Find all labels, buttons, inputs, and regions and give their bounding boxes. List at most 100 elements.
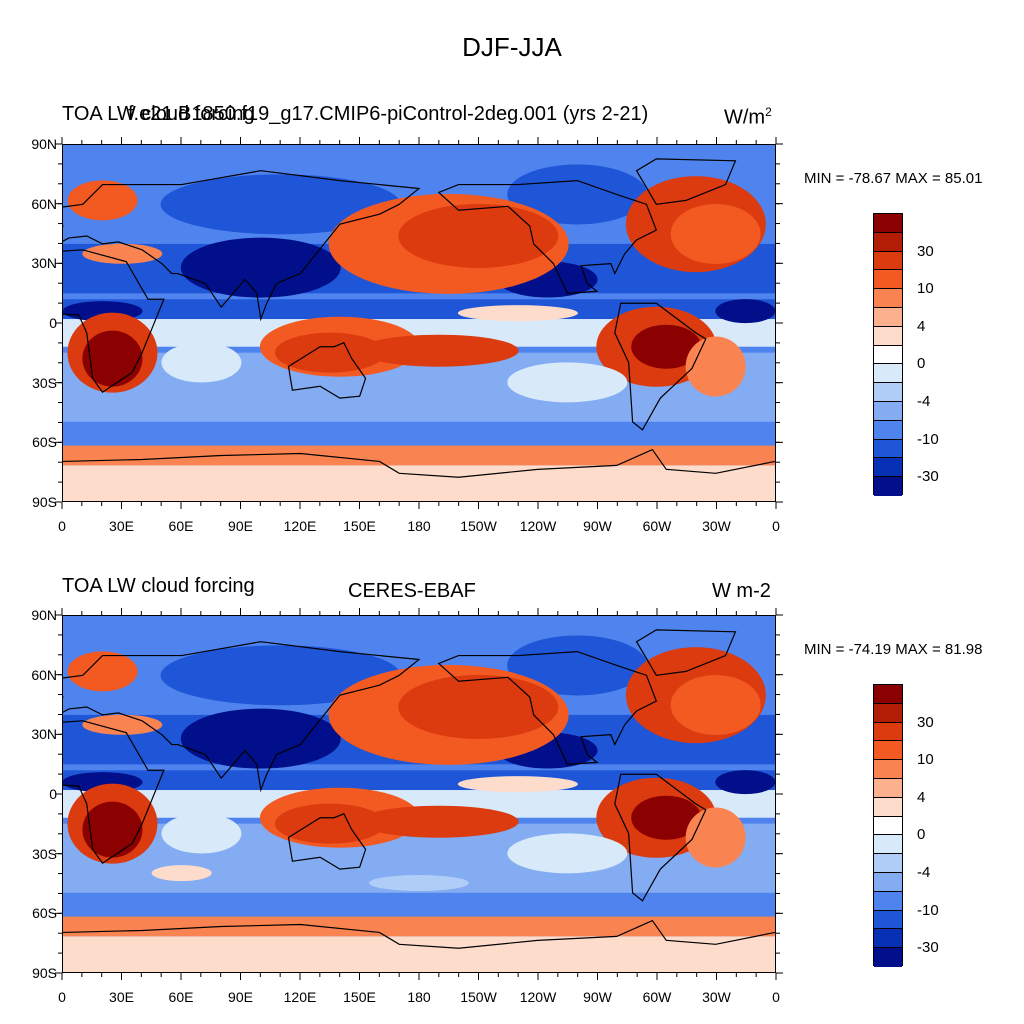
lat-tick-label: 60S — [32, 905, 57, 922]
lon-tick-label: 120W — [519, 989, 557, 1005]
coastline — [635, 158, 737, 205]
colorbar-swatch — [874, 270, 902, 290]
field-region — [180, 708, 341, 769]
field-region — [715, 770, 775, 795]
lat-tick-label: 60N — [31, 195, 57, 212]
colorbar-swatch — [874, 214, 902, 233]
colorbar-swatch — [874, 289, 902, 308]
field-band — [63, 445, 775, 466]
lon-tick-label: 120E — [283, 989, 317, 1005]
colorbar-label: -4 — [917, 864, 931, 881]
lon-tick-label: 90W — [583, 518, 612, 534]
colorbar-swatch — [874, 948, 902, 967]
lon-tick-label: 120E — [283, 518, 317, 534]
field-region — [275, 803, 385, 844]
colorbar-swatch — [874, 326, 902, 346]
lon-tick-label: 0 — [58, 989, 66, 1005]
lon-tick-label: 30E — [109, 518, 134, 534]
colorbar-label: 10 — [917, 751, 934, 769]
colorbar-label: 30 — [917, 242, 934, 260]
lat-tick-label: 60S — [32, 434, 57, 451]
coastline — [63, 448, 775, 478]
field-region — [685, 336, 746, 397]
lon-tick-label: 60E — [168, 989, 194, 1005]
lon-tick-label: 150W — [460, 518, 497, 534]
field-band — [63, 145, 775, 165]
field-region — [67, 180, 138, 221]
lat-tick-label: 90N — [31, 136, 57, 152]
coastline — [63, 720, 165, 865]
colorbar-label: -30 — [917, 939, 939, 957]
field-region — [82, 714, 163, 735]
lon-tick-label: 180 — [407, 518, 431, 534]
field-region — [358, 334, 519, 367]
lon-tick-label: 30W — [702, 989, 731, 1005]
field-region — [161, 813, 242, 854]
coastline — [287, 813, 367, 870]
field-region — [670, 675, 761, 735]
field-region — [82, 330, 143, 387]
coastline — [287, 342, 367, 399]
lat-tick-label: 90S — [32, 494, 57, 510]
colorbar-label: 30 — [917, 713, 934, 731]
colorbar-label: -10 — [917, 901, 939, 919]
field-region — [631, 324, 702, 369]
colorbar-label: -30 — [917, 468, 939, 486]
field-band — [63, 299, 775, 320]
colorbar-label: 0 — [917, 355, 926, 373]
field-region — [151, 865, 212, 882]
lon-tick-label: 0 — [58, 518, 66, 534]
field-region — [685, 807, 746, 868]
field-region — [160, 174, 401, 235]
colorbar-swatch — [874, 872, 902, 892]
field-region — [507, 362, 628, 403]
field-region — [160, 645, 401, 706]
field-region — [398, 203, 559, 268]
colorbar-swatch — [874, 854, 902, 873]
field-region — [507, 635, 648, 696]
colorbar-swatch — [874, 307, 902, 327]
field-region — [161, 342, 242, 383]
field-region — [670, 204, 761, 264]
field-band — [63, 916, 775, 937]
colorbar-swatch — [874, 797, 902, 817]
lon-tick-label: 150E — [343, 518, 376, 534]
field-region — [507, 164, 648, 225]
coastline — [614, 302, 707, 431]
colorbar-swatch — [874, 232, 902, 252]
lat-tick-label: 30S — [32, 374, 57, 391]
lat-tick-label: 30N — [31, 726, 57, 743]
panel1-variable-title: TOA LW cloud forcing — [62, 103, 255, 125]
field-region — [631, 795, 702, 840]
panel2-minmax: MIN = -74.19 MAX = 81.98 — [804, 641, 983, 658]
lon-tick-label: 90W — [583, 989, 612, 1005]
field-band — [63, 936, 775, 972]
lon-tick-label: 120W — [519, 518, 557, 534]
panel1-units: W/m2 — [724, 105, 772, 129]
colorbar-swatch — [874, 910, 902, 930]
coastline — [437, 179, 658, 294]
colorbar-swatch — [874, 401, 902, 421]
field-region — [457, 305, 578, 322]
colorbar-swatch — [874, 891, 902, 911]
colorbar-label: 10 — [917, 280, 934, 298]
field-band — [63, 616, 775, 636]
field-band — [63, 770, 775, 791]
colorbar-swatch — [874, 345, 902, 365]
lat-tick-label: 30N — [31, 255, 57, 272]
field-region — [398, 674, 559, 739]
field-region — [67, 651, 138, 692]
lon-tick-label: 90E — [228, 989, 253, 1005]
panel2-map — [62, 615, 776, 973]
colorbar-swatch — [874, 251, 902, 271]
colorbar-label: 4 — [917, 788, 926, 806]
lat-tick-label: 90S — [32, 965, 57, 981]
colorbar-swatch — [874, 760, 902, 779]
panel1-map — [62, 144, 776, 502]
colorbar-swatch — [874, 703, 902, 723]
lon-tick-label: 30E — [109, 989, 134, 1005]
colorbar-swatch — [874, 477, 902, 496]
colorbar-swatch — [874, 458, 902, 478]
panel1-minmax: MIN = -78.67 MAX = 85.01 — [804, 170, 983, 187]
colorbar-swatch — [874, 685, 902, 704]
